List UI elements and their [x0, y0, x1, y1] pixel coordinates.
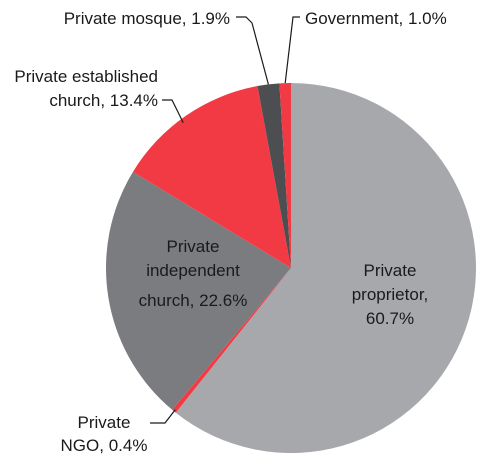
pie-slice-private-established-church — [132, 86, 291, 268]
slice-label-private-mosque: Private mosque, 1.9% — [64, 9, 230, 28]
slice-label-line: Private — [167, 237, 220, 256]
leader-line-private-established-church — [162, 99, 184, 123]
slice-label-line: church, 22.6% — [139, 291, 248, 310]
leader-lines — [150, 16, 300, 424]
pie-slice-private-independent-church — [105, 171, 291, 410]
slice-label-line: Private — [78, 413, 131, 432]
leader-line-private-ngo — [150, 409, 176, 424]
slice-label-private-proprietor: Private proprietor, 60.7% — [352, 261, 429, 328]
slice-label-line: proprietor, — [352, 285, 429, 304]
slice-label-private-established-church: Private established church, 13.4% — [14, 67, 158, 110]
slice-label-line: Private mosque, 1.9% — [64, 9, 230, 28]
slice-label-private-ngo: Private NGO, 0.4% — [61, 413, 148, 455]
pie-slice-private-proprietor — [175, 83, 476, 454]
slice-label-government: Government, 1.0% — [305, 9, 447, 28]
pie-slice-private-mosque — [257, 83, 291, 269]
pie-slice-government — [279, 83, 291, 268]
slice-label-line: Private established — [14, 67, 158, 86]
slice-labels: Private proprietor, 60.7%Private NGO, 0.4%P… — [14, 9, 446, 455]
slice-label-line: 60.7% — [366, 309, 414, 328]
slice-label-line: Private — [364, 261, 417, 280]
slice-label-line: church, 13.4% — [49, 91, 158, 110]
slice-label-private-independent-church: Private independent church, 22.6% — [139, 237, 248, 310]
pie-slices — [105, 83, 476, 454]
slice-label-line: independent — [146, 261, 240, 280]
leader-line-private-mosque — [236, 16, 269, 85]
leader-line-government — [284, 16, 300, 84]
slice-label-line: Government, 1.0% — [305, 9, 447, 28]
slice-label-line: NGO, 0.4% — [61, 436, 148, 455]
pie-slice-private-ngo — [172, 268, 291, 413]
